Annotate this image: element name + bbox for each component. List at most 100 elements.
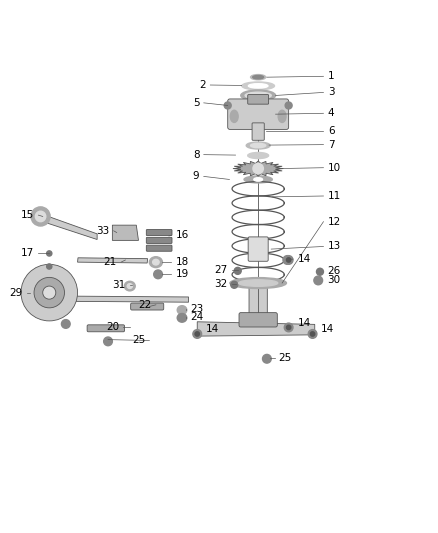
Circle shape bbox=[154, 270, 162, 279]
Circle shape bbox=[47, 264, 52, 269]
Polygon shape bbox=[78, 258, 148, 263]
Text: 8: 8 bbox=[193, 150, 199, 160]
Ellipse shape bbox=[244, 176, 272, 183]
Text: 16: 16 bbox=[176, 230, 189, 240]
FancyBboxPatch shape bbox=[228, 99, 289, 130]
Circle shape bbox=[193, 329, 201, 338]
Text: 30: 30 bbox=[327, 274, 340, 285]
Polygon shape bbox=[113, 225, 138, 240]
Circle shape bbox=[47, 251, 52, 256]
Polygon shape bbox=[36, 212, 97, 239]
Circle shape bbox=[34, 277, 64, 308]
Ellipse shape bbox=[245, 92, 271, 99]
Circle shape bbox=[286, 258, 291, 262]
Circle shape bbox=[231, 281, 238, 288]
Circle shape bbox=[104, 337, 113, 346]
Circle shape bbox=[61, 320, 70, 328]
Circle shape bbox=[21, 264, 78, 321]
Circle shape bbox=[284, 256, 293, 264]
Text: 27: 27 bbox=[215, 265, 228, 275]
Ellipse shape bbox=[253, 76, 264, 79]
Text: 12: 12 bbox=[328, 217, 341, 227]
Ellipse shape bbox=[127, 284, 132, 288]
Circle shape bbox=[308, 329, 317, 338]
Text: 29: 29 bbox=[9, 288, 22, 297]
Text: 21: 21 bbox=[103, 257, 117, 267]
Circle shape bbox=[286, 325, 291, 329]
Ellipse shape bbox=[152, 260, 159, 265]
Text: 10: 10 bbox=[328, 163, 341, 173]
Text: 9: 9 bbox=[193, 172, 199, 181]
Circle shape bbox=[43, 286, 56, 299]
Text: 25: 25 bbox=[132, 335, 145, 345]
Ellipse shape bbox=[149, 257, 162, 268]
Circle shape bbox=[314, 276, 322, 285]
Text: 4: 4 bbox=[328, 108, 335, 118]
Ellipse shape bbox=[248, 84, 268, 88]
Text: 23: 23 bbox=[191, 304, 204, 314]
Text: 5: 5 bbox=[193, 98, 199, 108]
Text: 26: 26 bbox=[327, 266, 340, 276]
Ellipse shape bbox=[239, 280, 278, 286]
Circle shape bbox=[285, 102, 292, 109]
Text: 3: 3 bbox=[328, 87, 335, 98]
FancyBboxPatch shape bbox=[239, 313, 277, 327]
Text: 6: 6 bbox=[328, 126, 335, 136]
Circle shape bbox=[311, 332, 315, 336]
Text: 2: 2 bbox=[199, 80, 206, 90]
FancyBboxPatch shape bbox=[248, 94, 268, 104]
Text: 17: 17 bbox=[21, 247, 34, 257]
Circle shape bbox=[262, 354, 271, 363]
Text: 14: 14 bbox=[206, 324, 219, 334]
FancyBboxPatch shape bbox=[248, 237, 268, 261]
Circle shape bbox=[283, 256, 292, 264]
Text: 14: 14 bbox=[297, 318, 311, 328]
Circle shape bbox=[35, 211, 46, 222]
FancyBboxPatch shape bbox=[146, 237, 172, 244]
Ellipse shape bbox=[124, 281, 135, 291]
Text: 20: 20 bbox=[106, 321, 119, 332]
Text: 31: 31 bbox=[112, 280, 125, 290]
Polygon shape bbox=[233, 161, 283, 176]
FancyBboxPatch shape bbox=[131, 303, 164, 310]
Circle shape bbox=[253, 163, 263, 174]
Circle shape bbox=[234, 268, 241, 274]
Text: 13: 13 bbox=[328, 241, 341, 252]
Ellipse shape bbox=[242, 82, 275, 90]
Ellipse shape bbox=[248, 152, 268, 158]
Text: 24: 24 bbox=[191, 312, 204, 322]
Ellipse shape bbox=[177, 305, 187, 314]
Circle shape bbox=[195, 332, 199, 336]
FancyBboxPatch shape bbox=[87, 325, 124, 332]
Ellipse shape bbox=[246, 142, 270, 149]
Circle shape bbox=[31, 207, 50, 226]
FancyBboxPatch shape bbox=[146, 230, 172, 236]
Text: 32: 32 bbox=[215, 279, 228, 289]
Circle shape bbox=[284, 323, 293, 332]
Text: 11: 11 bbox=[328, 191, 341, 201]
Text: 14: 14 bbox=[321, 324, 335, 334]
Circle shape bbox=[317, 268, 323, 275]
Text: 1: 1 bbox=[328, 71, 335, 82]
Polygon shape bbox=[197, 322, 315, 336]
FancyBboxPatch shape bbox=[249, 282, 267, 320]
Text: 33: 33 bbox=[96, 226, 110, 236]
Polygon shape bbox=[67, 296, 188, 302]
Ellipse shape bbox=[254, 177, 262, 181]
Circle shape bbox=[224, 102, 231, 109]
Ellipse shape bbox=[241, 90, 276, 101]
FancyBboxPatch shape bbox=[146, 245, 172, 251]
Ellipse shape bbox=[230, 278, 286, 288]
Text: 7: 7 bbox=[328, 140, 335, 150]
Ellipse shape bbox=[230, 110, 238, 123]
Ellipse shape bbox=[278, 110, 286, 123]
Ellipse shape bbox=[251, 143, 266, 148]
Ellipse shape bbox=[177, 313, 187, 322]
Text: 14: 14 bbox=[297, 254, 311, 264]
Text: 18: 18 bbox=[176, 257, 189, 267]
Text: 19: 19 bbox=[176, 269, 189, 279]
Text: 15: 15 bbox=[21, 210, 34, 220]
Ellipse shape bbox=[251, 75, 266, 80]
FancyBboxPatch shape bbox=[252, 123, 264, 140]
Text: 25: 25 bbox=[278, 353, 291, 363]
